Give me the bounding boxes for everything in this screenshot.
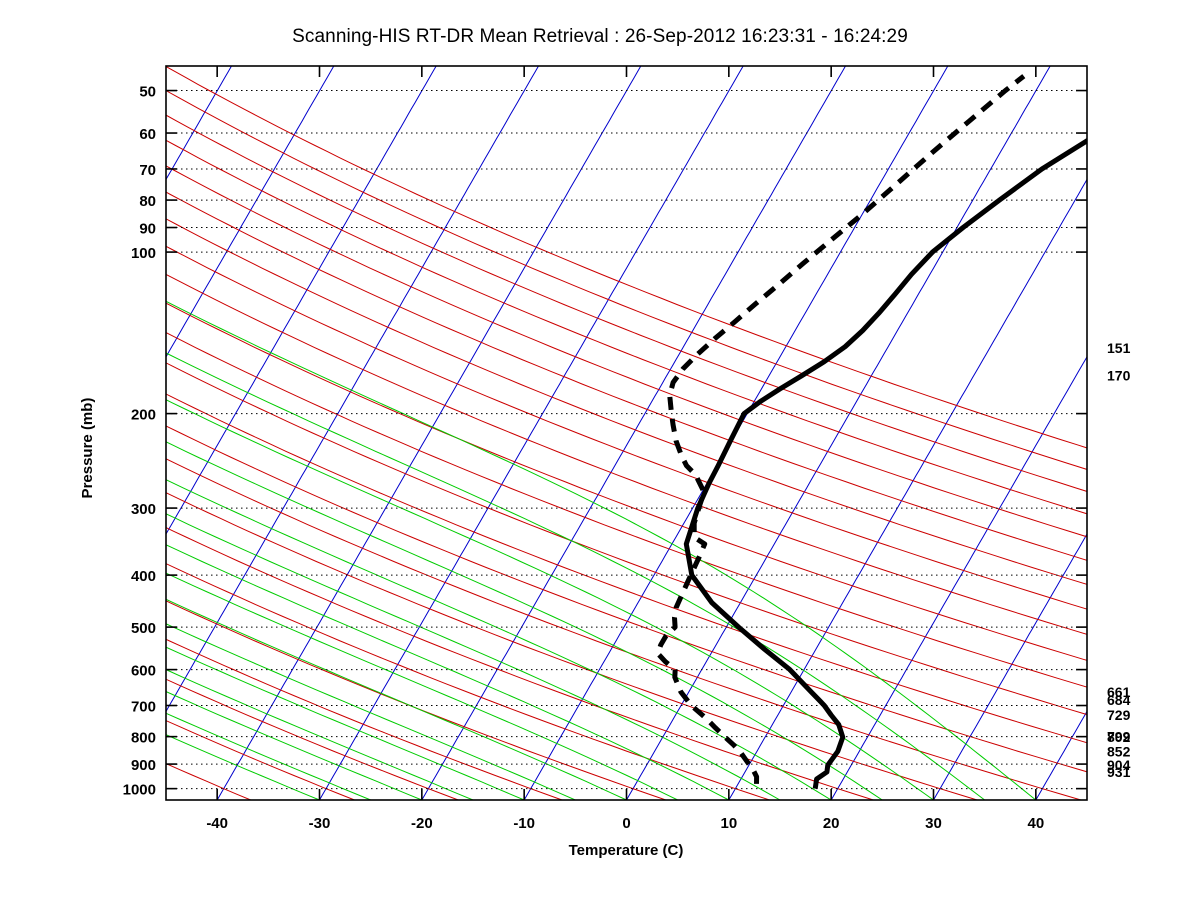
right-pressure-label: 931 bbox=[1107, 764, 1131, 780]
x-axis-title: Temperature (C) bbox=[569, 842, 684, 859]
y-tick-label: 800 bbox=[131, 730, 156, 747]
y-tick-label: 100 bbox=[131, 245, 156, 262]
right-pressure-label: 852 bbox=[1107, 743, 1131, 759]
y-tick-label: 700 bbox=[131, 699, 156, 716]
right-pressure-label: 729 bbox=[1107, 707, 1131, 723]
chart-title: Scanning-HIS RT-DR Mean Retrieval : 26-S… bbox=[292, 26, 908, 47]
right-pressure-label: 799 bbox=[1107, 728, 1131, 744]
dewpoint-profile-curve bbox=[655, 74, 1026, 784]
x-tick-label: 40 bbox=[1027, 815, 1044, 832]
x-tick-label: 20 bbox=[823, 815, 840, 832]
y-tick-label: 900 bbox=[131, 757, 156, 774]
y-tick-label: 500 bbox=[131, 620, 156, 637]
temperature-profile-curve bbox=[683, 137, 1087, 789]
y-tick-label: 70 bbox=[139, 162, 156, 179]
x-tick-label: 0 bbox=[622, 815, 630, 832]
plot-frame bbox=[165, 65, 1088, 801]
profile-curves bbox=[655, 74, 1087, 789]
y-axis-title: Pressure (mb) bbox=[79, 398, 96, 499]
right-pressure-label: 904 bbox=[1107, 757, 1131, 773]
y-tick-labels: 50 60 70 80 90 100 200 300 400 500 600 700 800 900 100… bbox=[123, 84, 156, 799]
x-tick-label: -40 bbox=[206, 815, 228, 832]
y-tick-label: 400 bbox=[131, 568, 156, 585]
y-tick-label: 90 bbox=[139, 221, 156, 238]
y-tick-label: 80 bbox=[139, 193, 156, 210]
y-tick-label: 600 bbox=[131, 663, 156, 680]
right-pressure-label: 684 bbox=[1107, 692, 1131, 708]
y-tick-label: 60 bbox=[139, 126, 156, 143]
y-tick-label: 300 bbox=[131, 501, 156, 518]
right-pressure-label: 661 bbox=[1107, 684, 1131, 700]
right-pressure-label: 170 bbox=[1107, 368, 1131, 384]
right-pressure-label: 151 bbox=[1107, 340, 1131, 356]
y-tick-label: 50 bbox=[139, 84, 156, 101]
x-tick-label: -10 bbox=[513, 815, 535, 832]
x-tick-label: -20 bbox=[411, 815, 433, 832]
y-tick-label: 200 bbox=[131, 407, 156, 424]
right-pressure-label: 802 bbox=[1107, 729, 1131, 745]
x-tick-label: -30 bbox=[309, 815, 331, 832]
x-tick-labels: -40 -30 -20 -10 0 10 20 30 40 bbox=[206, 815, 1044, 832]
background-adiabat-lines bbox=[166, 66, 1087, 800]
pressure-gridlines bbox=[166, 90, 1087, 790]
axis-ticks bbox=[166, 66, 1087, 800]
y-tick-label: 1000 bbox=[123, 782, 156, 799]
x-tick-label: 10 bbox=[720, 815, 737, 832]
x-tick-label: 30 bbox=[925, 815, 942, 832]
